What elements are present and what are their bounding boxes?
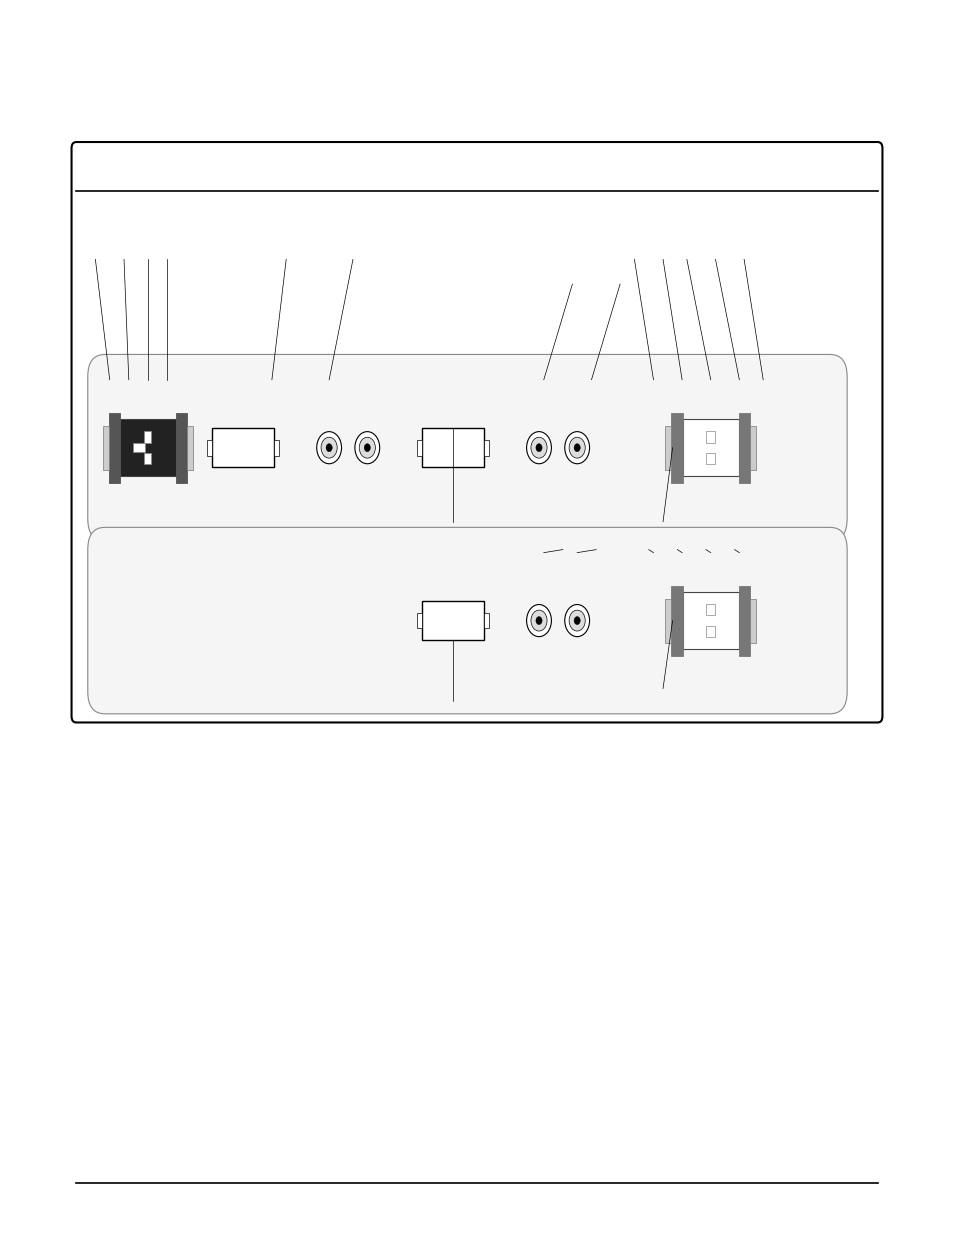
Bar bbox=[705, 604, 715, 615]
Bar bbox=[144, 453, 152, 464]
Bar bbox=[208, 440, 212, 456]
FancyBboxPatch shape bbox=[71, 142, 882, 722]
Bar bbox=[120, 419, 175, 477]
Circle shape bbox=[316, 432, 341, 463]
Bar bbox=[416, 440, 421, 456]
Circle shape bbox=[359, 437, 375, 458]
Bar bbox=[175, 412, 187, 483]
Bar bbox=[103, 426, 109, 469]
Bar bbox=[144, 431, 152, 442]
Circle shape bbox=[536, 443, 541, 452]
Bar bbox=[705, 453, 715, 464]
Bar bbox=[665, 599, 671, 642]
Bar bbox=[738, 412, 749, 483]
Bar bbox=[738, 585, 749, 656]
Bar bbox=[705, 431, 715, 442]
Bar bbox=[665, 426, 671, 469]
Bar bbox=[483, 440, 488, 456]
FancyBboxPatch shape bbox=[88, 354, 846, 541]
Circle shape bbox=[326, 443, 332, 452]
Bar bbox=[749, 599, 755, 642]
Circle shape bbox=[526, 432, 551, 463]
Bar bbox=[483, 613, 488, 629]
Bar bbox=[132, 443, 145, 452]
Circle shape bbox=[569, 610, 584, 631]
Bar bbox=[749, 426, 755, 469]
Bar bbox=[671, 585, 682, 656]
Bar bbox=[109, 412, 120, 483]
Bar bbox=[274, 440, 278, 456]
FancyBboxPatch shape bbox=[88, 527, 846, 714]
Circle shape bbox=[569, 437, 584, 458]
Circle shape bbox=[321, 437, 336, 458]
Bar bbox=[416, 613, 421, 629]
Bar bbox=[187, 426, 193, 469]
Bar bbox=[421, 429, 484, 468]
Circle shape bbox=[574, 443, 579, 452]
Circle shape bbox=[364, 443, 370, 452]
Bar bbox=[671, 412, 682, 483]
Circle shape bbox=[574, 616, 579, 625]
Bar bbox=[682, 592, 738, 650]
Circle shape bbox=[531, 437, 546, 458]
Circle shape bbox=[355, 432, 379, 463]
Bar bbox=[682, 419, 738, 477]
Circle shape bbox=[564, 605, 589, 637]
Circle shape bbox=[531, 610, 546, 631]
Bar bbox=[705, 626, 715, 637]
Bar bbox=[421, 601, 484, 640]
Circle shape bbox=[564, 432, 589, 463]
Bar bbox=[212, 429, 274, 468]
Circle shape bbox=[526, 605, 551, 637]
Circle shape bbox=[536, 616, 541, 625]
